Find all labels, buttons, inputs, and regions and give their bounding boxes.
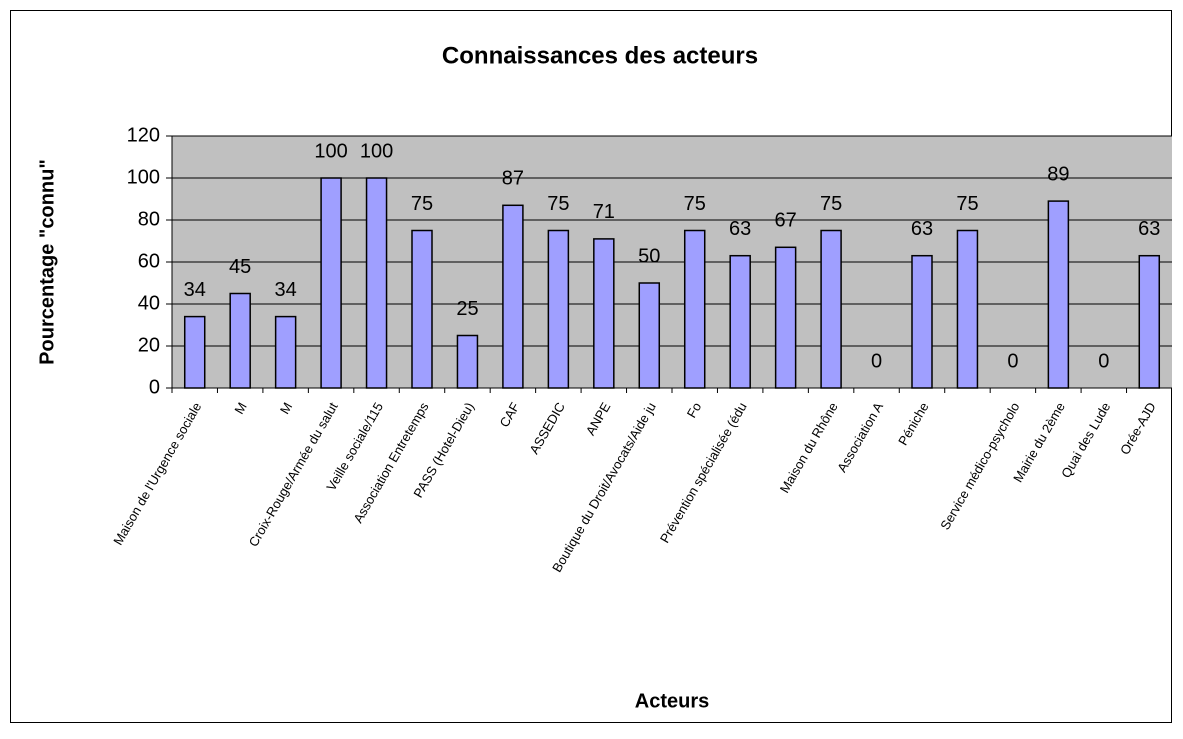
data-label: 67 bbox=[775, 210, 797, 232]
data-label: 89 bbox=[1047, 163, 1069, 185]
data-label: 34 bbox=[275, 279, 297, 301]
bar bbox=[365, 177, 388, 389]
bar bbox=[956, 229, 979, 389]
bar bbox=[411, 229, 433, 389]
y-tick-label: 120 bbox=[127, 124, 160, 146]
data-label: 0 bbox=[1098, 350, 1109, 372]
data-label: 75 bbox=[820, 193, 842, 215]
bar bbox=[1138, 254, 1161, 389]
bar bbox=[456, 334, 479, 389]
data-label: 87 bbox=[502, 168, 524, 190]
data-label: 34 bbox=[184, 279, 206, 301]
bar bbox=[593, 238, 615, 389]
data-label: 0 bbox=[871, 350, 882, 372]
bar bbox=[638, 282, 661, 389]
y-tick-label: 80 bbox=[138, 208, 160, 230]
bar bbox=[183, 315, 206, 389]
bar bbox=[274, 315, 297, 389]
bar bbox=[229, 292, 251, 389]
bar bbox=[911, 254, 933, 389]
chart-title: Connaissances des acteurs bbox=[442, 42, 758, 69]
data-label: 50 bbox=[638, 245, 660, 267]
x-tick-label: Fo bbox=[684, 400, 705, 421]
bar bbox=[820, 229, 842, 389]
bar bbox=[774, 246, 797, 389]
data-label: 45 bbox=[229, 256, 251, 278]
data-label: 63 bbox=[729, 218, 751, 240]
data-label: 100 bbox=[360, 140, 393, 162]
data-label: 25 bbox=[456, 298, 478, 320]
y-tick-label: 20 bbox=[138, 334, 160, 356]
bar bbox=[547, 229, 570, 389]
bar bbox=[502, 204, 524, 389]
data-label: 0 bbox=[1007, 350, 1018, 372]
y-tick-label: 100 bbox=[127, 166, 160, 188]
x-axis-label: Acteurs bbox=[635, 690, 709, 712]
data-label: 63 bbox=[911, 218, 933, 240]
y-tick-label: 40 bbox=[138, 292, 160, 314]
bar bbox=[1047, 200, 1070, 389]
bar bbox=[729, 254, 751, 389]
data-label: 75 bbox=[411, 193, 433, 215]
y-tick-label: 0 bbox=[149, 376, 160, 398]
data-label: 71 bbox=[593, 201, 615, 223]
y-axis-label: Pourcentage "connu" bbox=[36, 159, 58, 365]
data-label: 100 bbox=[314, 140, 347, 162]
data-label: 75 bbox=[956, 193, 978, 215]
data-label: 75 bbox=[547, 193, 569, 215]
y-tick-label: 60 bbox=[138, 250, 160, 272]
bar bbox=[320, 177, 342, 389]
bar bbox=[683, 229, 706, 389]
data-label: 75 bbox=[684, 193, 706, 215]
data-label: 63 bbox=[1138, 218, 1160, 240]
